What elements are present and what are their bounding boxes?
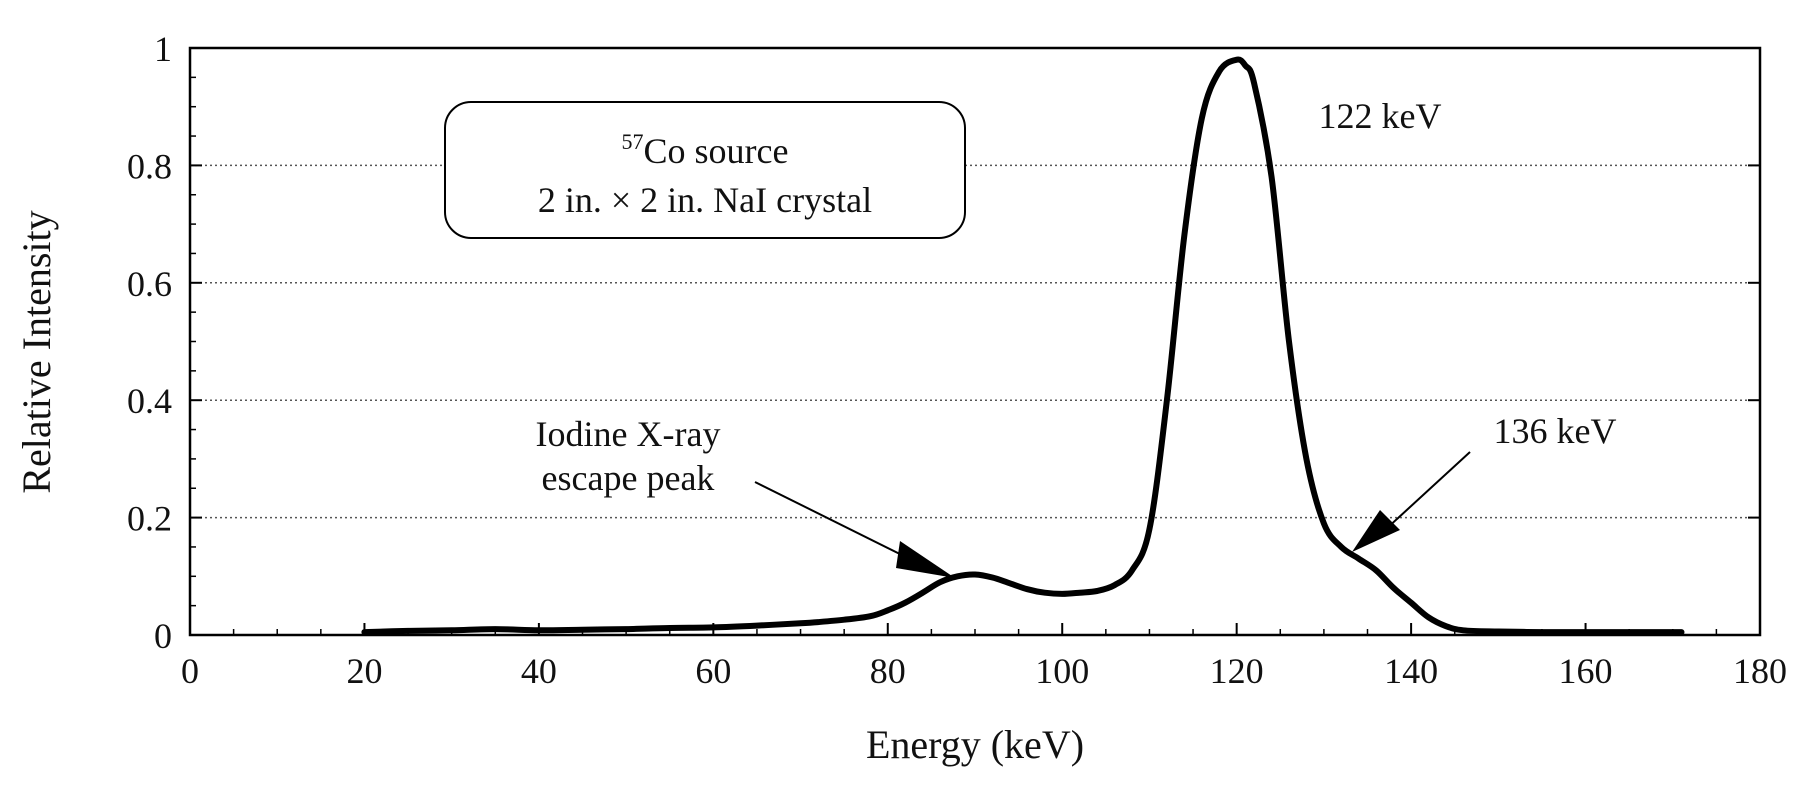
x-tick-label: 100	[1035, 651, 1089, 691]
y-tick-label: 0.8	[127, 146, 172, 186]
y-tick-label: 0.2	[127, 499, 172, 539]
x-tick-label: 0	[181, 651, 199, 691]
x-tick-label: 180	[1733, 651, 1787, 691]
escape-peak-arrow	[754, 481, 955, 578]
source-name: Co source	[644, 131, 789, 171]
plot-frame	[188, 46, 1762, 637]
y-tick-labels: 0 0.2 0.4 0.6 0.8 1	[127, 29, 172, 656]
source-isotope-superscript: 57	[622, 129, 644, 154]
x-tick-label: 40	[521, 651, 557, 691]
axis-ticks	[189, 47, 1761, 636]
x-axis-title: Energy (keV)	[866, 722, 1084, 767]
x-tick-labels: 0 20 40 60 80 100 120 140 160 180	[181, 651, 1787, 691]
peak-136-label: 136 keV	[1494, 411, 1617, 451]
y-tick-label: 0	[154, 616, 172, 656]
x-tick-label: 20	[346, 651, 382, 691]
y-tick-label: 0.6	[127, 264, 172, 304]
peak-136-arrow	[1352, 451, 1471, 552]
y-tick-label: 1	[154, 29, 172, 69]
x-tick-label: 140	[1384, 651, 1438, 691]
source-annotation-box	[444, 101, 966, 239]
x-tick-label: 120	[1210, 651, 1264, 691]
escape-peak-label-line1: Iodine X-ray	[536, 414, 721, 454]
x-tick-label: 80	[870, 651, 906, 691]
spectrum-series-line	[361, 56, 1685, 636]
x-tick-label: 160	[1559, 651, 1613, 691]
grid-lines	[190, 164, 1760, 519]
crystal-label: 2 in. × 2 in. NaI crystal	[538, 180, 872, 220]
escape-peak-label-line2: escape peak	[542, 458, 715, 498]
x-tick-label: 60	[695, 651, 731, 691]
y-axis-title: Relative Intensity	[14, 210, 59, 493]
peak-122-label: 122 keV	[1319, 96, 1442, 136]
source-label: 57Co source	[622, 129, 789, 171]
y-tick-label: 0.4	[127, 381, 172, 421]
